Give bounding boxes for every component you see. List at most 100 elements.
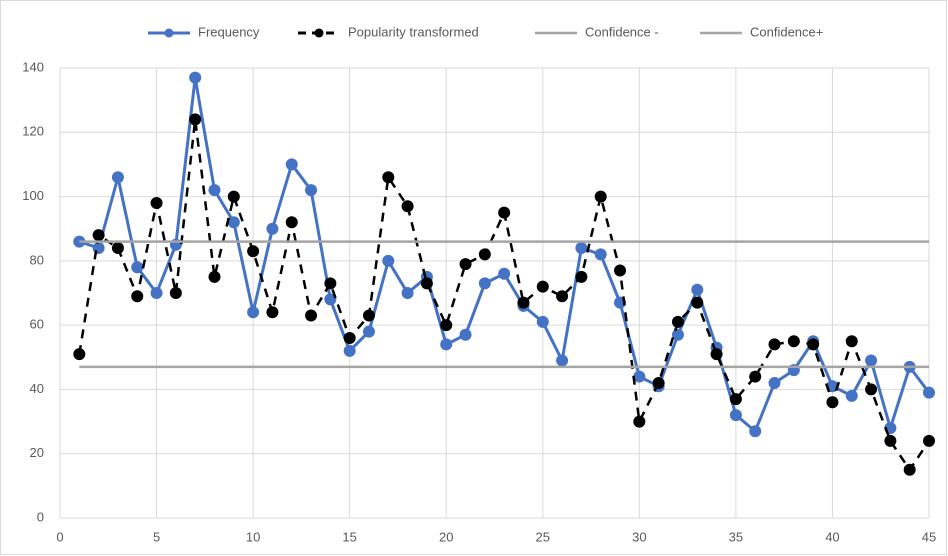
data-point	[459, 328, 472, 341]
data-point	[884, 434, 897, 447]
data-point	[343, 344, 356, 357]
y-tick-label: 100	[22, 188, 44, 203]
data-point	[305, 309, 318, 322]
y-tick-label: 0	[37, 509, 44, 524]
legend-label: Confidence -	[585, 24, 659, 39]
data-point	[401, 287, 414, 299]
data-point	[536, 315, 549, 328]
data-point	[150, 197, 163, 209]
data-point	[556, 354, 569, 367]
data-point	[691, 296, 704, 309]
y-tick-label: 80	[30, 252, 44, 267]
data-point	[285, 158, 298, 171]
x-tick-label: 35	[729, 529, 743, 544]
data-point	[131, 290, 144, 303]
legend-label: Frequency	[198, 24, 260, 39]
data-point	[498, 267, 511, 280]
data-point	[594, 190, 607, 203]
data-point	[923, 434, 935, 447]
data-point	[440, 338, 453, 351]
data-point	[575, 242, 588, 254]
data-point	[749, 425, 762, 438]
x-tick-label: 10	[246, 529, 260, 544]
x-tick-label: 0	[56, 529, 63, 544]
data-point	[633, 415, 646, 428]
data-point	[169, 287, 182, 299]
data-point	[517, 296, 530, 309]
data-point	[92, 229, 105, 242]
data-point	[111, 171, 124, 184]
data-point	[729, 409, 742, 422]
data-point	[826, 396, 839, 409]
x-tick-label: 15	[342, 529, 356, 544]
data-point	[343, 332, 356, 344]
data-point	[845, 389, 858, 402]
data-point	[420, 277, 433, 290]
data-point	[865, 354, 878, 367]
data-point	[73, 348, 86, 361]
data-point	[324, 277, 337, 290]
data-point	[691, 283, 704, 296]
data-point	[729, 393, 742, 406]
y-tick-label: 20	[30, 445, 44, 460]
data-point	[111, 242, 124, 254]
data-point	[382, 254, 395, 267]
data-point	[478, 277, 491, 290]
data-point	[903, 463, 916, 476]
data-point	[227, 216, 240, 229]
x-tick-label: 45	[922, 529, 936, 544]
data-point	[324, 293, 337, 306]
data-point	[478, 248, 491, 261]
data-point	[633, 370, 646, 383]
data-point	[652, 377, 665, 389]
data-point	[768, 377, 781, 389]
data-point	[459, 258, 472, 271]
data-point	[440, 319, 453, 332]
x-tick-label: 20	[439, 529, 453, 544]
data-point	[266, 222, 279, 235]
data-point	[614, 264, 627, 277]
data-point	[362, 309, 375, 322]
data-point	[865, 383, 878, 396]
data-point	[401, 200, 414, 213]
data-point	[227, 190, 240, 203]
data-point	[710, 348, 723, 361]
data-point	[671, 328, 684, 341]
data-point	[131, 261, 144, 274]
data-point	[208, 184, 221, 197]
data-point	[150, 287, 163, 299]
y-tick-label: 140	[22, 59, 44, 74]
data-point	[208, 270, 221, 283]
data-point	[807, 338, 820, 351]
data-point	[247, 245, 260, 258]
y-tick-label: 120	[22, 124, 44, 139]
data-point	[556, 290, 569, 303]
data-point	[189, 113, 202, 126]
data-point	[92, 242, 105, 254]
data-point	[536, 280, 549, 293]
x-tick-label: 25	[536, 529, 550, 544]
y-tick-label: 60	[30, 317, 44, 332]
legend-label: Confidence+	[750, 24, 823, 39]
data-point	[671, 315, 684, 328]
data-point	[923, 386, 935, 399]
y-tick-label: 40	[30, 381, 44, 396]
legend-label: Popularity transformed	[348, 24, 479, 39]
data-point	[285, 216, 298, 229]
data-point	[594, 248, 607, 261]
legend-marker	[164, 28, 174, 38]
data-point	[266, 306, 279, 319]
data-point	[575, 270, 588, 283]
x-tick-label: 40	[825, 529, 839, 544]
data-point	[498, 206, 511, 219]
data-point	[247, 306, 260, 319]
data-point	[749, 370, 762, 383]
data-point	[305, 184, 318, 197]
data-point	[845, 335, 858, 348]
data-point	[787, 335, 800, 348]
legend-marker	[314, 28, 324, 38]
data-point	[768, 338, 781, 351]
data-point	[362, 325, 375, 338]
